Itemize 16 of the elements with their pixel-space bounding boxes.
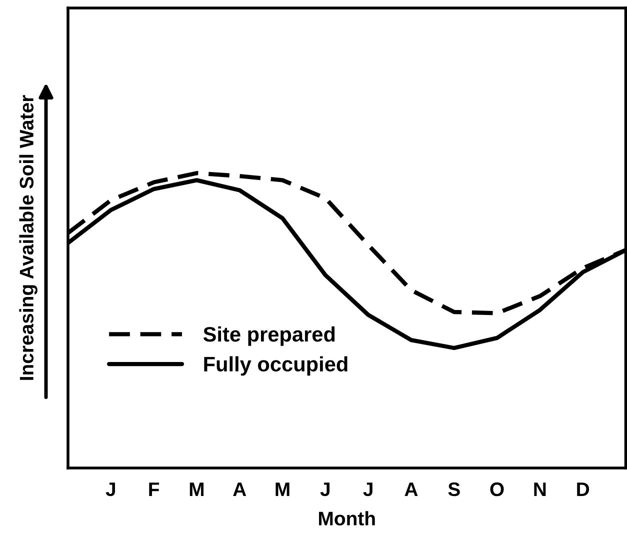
x-tick-label: J	[106, 482, 115, 496]
x-tick-label: J	[320, 482, 330, 496]
y-axis-title: Increasing Available Soil Water	[19, 95, 38, 380]
x-tick-label: A	[404, 482, 418, 496]
x-axis-title: Month	[319, 511, 375, 526]
x-tick-label: D	[577, 482, 590, 496]
x-tick-label: J	[363, 482, 372, 496]
legend-label: Fully occupied	[204, 356, 348, 376]
x-tick-label: F	[149, 482, 160, 496]
x-tick-label: M	[276, 482, 290, 496]
legend-label: Site prepared	[203, 326, 335, 346]
x-tick-label: N	[534, 482, 546, 496]
x-tick-label: S	[448, 482, 460, 496]
x-tick-label: O	[490, 482, 504, 496]
x-tick-label: M	[190, 482, 204, 496]
x-tick-label: A	[233, 482, 246, 496]
